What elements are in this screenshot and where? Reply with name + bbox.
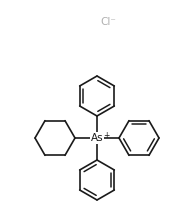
Text: +: + [103,131,109,140]
Text: As: As [91,133,103,143]
Text: Cl⁻: Cl⁻ [100,17,116,27]
